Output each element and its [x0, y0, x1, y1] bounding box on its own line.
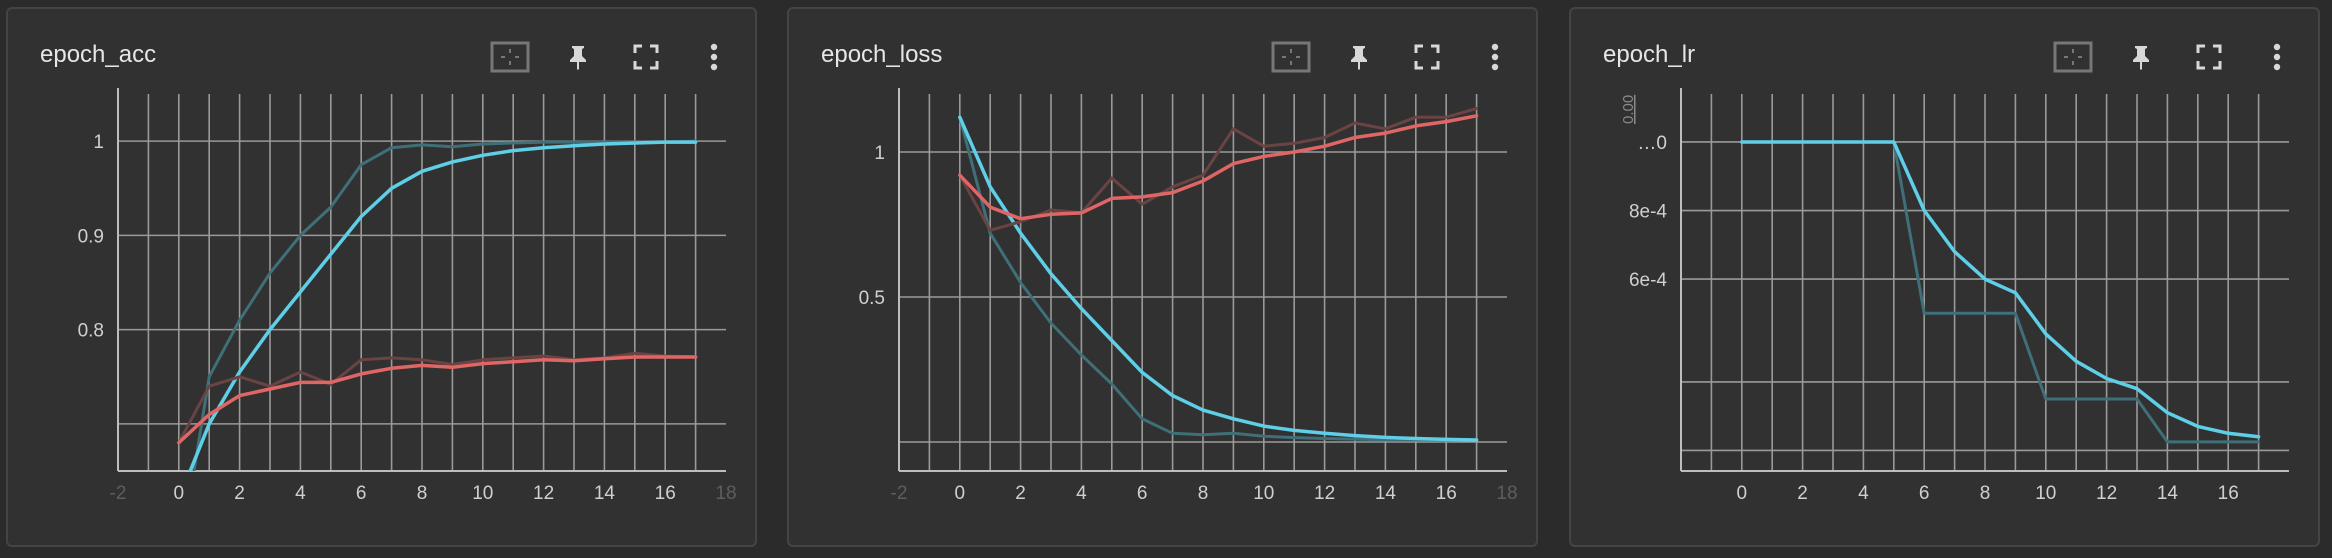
- x-tick-label: -2: [110, 483, 127, 504]
- y-tick-label: 0.5: [859, 288, 885, 309]
- x-tick-label: 10: [1253, 483, 1274, 504]
- x-tick-label: -2: [891, 483, 908, 504]
- x-tick-label: 2: [1015, 483, 1026, 504]
- chart-card-epoch-lr: epoch_lr 6e-4 8e-4 …0 0.00 0 2 4 6 8 10 12 14 16: [1569, 7, 2320, 547]
- y-tick-label: 8e-4: [1629, 202, 1667, 223]
- grid: [118, 94, 726, 471]
- chart-toolbar: [1270, 37, 1516, 77]
- line-chart-plot[interactable]: 6e-4 8e-4 …00.00 0 2 4 6 8 10 12 14 16: [1571, 9, 2322, 549]
- x-tick-label: 16: [2218, 483, 2239, 504]
- series-line-train_raw[interactable]: [958, 115, 1479, 442]
- fullscreen-icon[interactable]: [1406, 37, 1448, 77]
- x-tick-label: 4: [295, 483, 306, 504]
- x-tick-label: 0: [1737, 483, 1748, 504]
- series-line-train_raw[interactable]: [1740, 140, 2261, 444]
- pin-icon[interactable]: [557, 37, 599, 77]
- fit-domain-icon[interactable]: [2052, 37, 2094, 77]
- x-tick-label: 14: [2157, 483, 2179, 504]
- x-tick-label: 18: [1496, 483, 1517, 504]
- series-line-validation[interactable]: [177, 355, 698, 445]
- more-vert-icon[interactable]: [2256, 37, 2298, 77]
- x-tick-label: 0: [955, 483, 966, 504]
- x-tick-label: 14: [594, 483, 616, 504]
- series-line-validation[interactable]: [958, 114, 1479, 221]
- fullscreen-icon[interactable]: [625, 37, 667, 77]
- chart-toolbar: [2052, 37, 2298, 77]
- series-line-train[interactable]: [179, 140, 698, 499]
- x-tick-label: 12: [2096, 483, 2117, 504]
- x-tick-label: 6: [1919, 483, 1930, 504]
- x-tick-label: 0: [174, 483, 185, 504]
- line-chart-plot[interactable]: 0.5 1 -2 0 2 4 6 8 10 12 14 16 18: [789, 9, 1540, 549]
- line-chart-plot[interactable]: 0.8 0.9 1 -2 0 2 4 6 8 10 12 14 16 18: [8, 9, 759, 549]
- chart-card-epoch-acc: epoch_acc 0.8 0.9 1 -2 0 2 4 6 8 10 12 14 16 18: [6, 7, 757, 547]
- chart-card-epoch-loss: epoch_loss 0.5 1 -2 0 2 4 6 8 10 12 14 16 18: [787, 7, 1538, 547]
- series-line-train[interactable]: [958, 115, 1479, 442]
- chart-toolbar: [489, 37, 735, 77]
- x-tick-label: 12: [1314, 483, 1335, 504]
- series-line-train[interactable]: [1740, 140, 2261, 439]
- x-tick-label: 10: [472, 483, 493, 504]
- series-line-train_raw[interactable]: [179, 139, 698, 549]
- pin-icon[interactable]: [1338, 37, 1380, 77]
- y-tick-label: 0.8: [78, 321, 104, 342]
- x-tick-label: 6: [356, 483, 367, 504]
- series-group: [958, 107, 1479, 442]
- y-tick-label: 6e-4: [1629, 270, 1667, 291]
- x-tick-label: 18: [715, 483, 736, 504]
- x-tick-label: 16: [655, 483, 676, 504]
- more-vert-icon[interactable]: [1474, 37, 1516, 77]
- grid: [1681, 94, 2289, 471]
- series-line-validation_raw[interactable]: [958, 107, 1479, 232]
- x-tick-label: 16: [1436, 483, 1457, 504]
- x-tick-label: 14: [1375, 483, 1397, 504]
- pin-icon[interactable]: [2120, 37, 2162, 77]
- series-group: [1740, 140, 2261, 444]
- x-tick-label: 8: [417, 483, 428, 504]
- x-tick-label: 8: [1198, 483, 1209, 504]
- y-tick-label: 1: [874, 143, 885, 164]
- x-tick-label: 4: [1858, 483, 1869, 504]
- x-tick-label: 12: [533, 483, 554, 504]
- y-tick-label: 0.9: [78, 226, 104, 247]
- chart-title: epoch_acc: [40, 41, 157, 68]
- more-vert-icon[interactable]: [693, 37, 735, 77]
- chart-title: epoch_lr: [1603, 41, 1696, 68]
- series-group: [177, 139, 698, 549]
- chart-title: epoch_loss: [821, 41, 943, 68]
- fit-domain-icon[interactable]: [1270, 37, 1312, 77]
- grid: [899, 94, 1507, 471]
- x-tick-label: 8: [1980, 483, 1991, 504]
- y-tick-label: …0: [1637, 133, 1667, 154]
- fit-domain-icon[interactable]: [489, 37, 531, 77]
- x-tick-label: 2: [1797, 483, 1808, 504]
- x-tick-label: 10: [2035, 483, 2056, 504]
- x-tick-label: 2: [234, 483, 245, 504]
- fullscreen-icon[interactable]: [2188, 37, 2230, 77]
- y-tick-label-faint: 0.00: [1620, 95, 1637, 124]
- x-tick-label: 6: [1137, 483, 1148, 504]
- y-tick-label: 1: [93, 132, 104, 153]
- x-tick-label: 4: [1076, 483, 1087, 504]
